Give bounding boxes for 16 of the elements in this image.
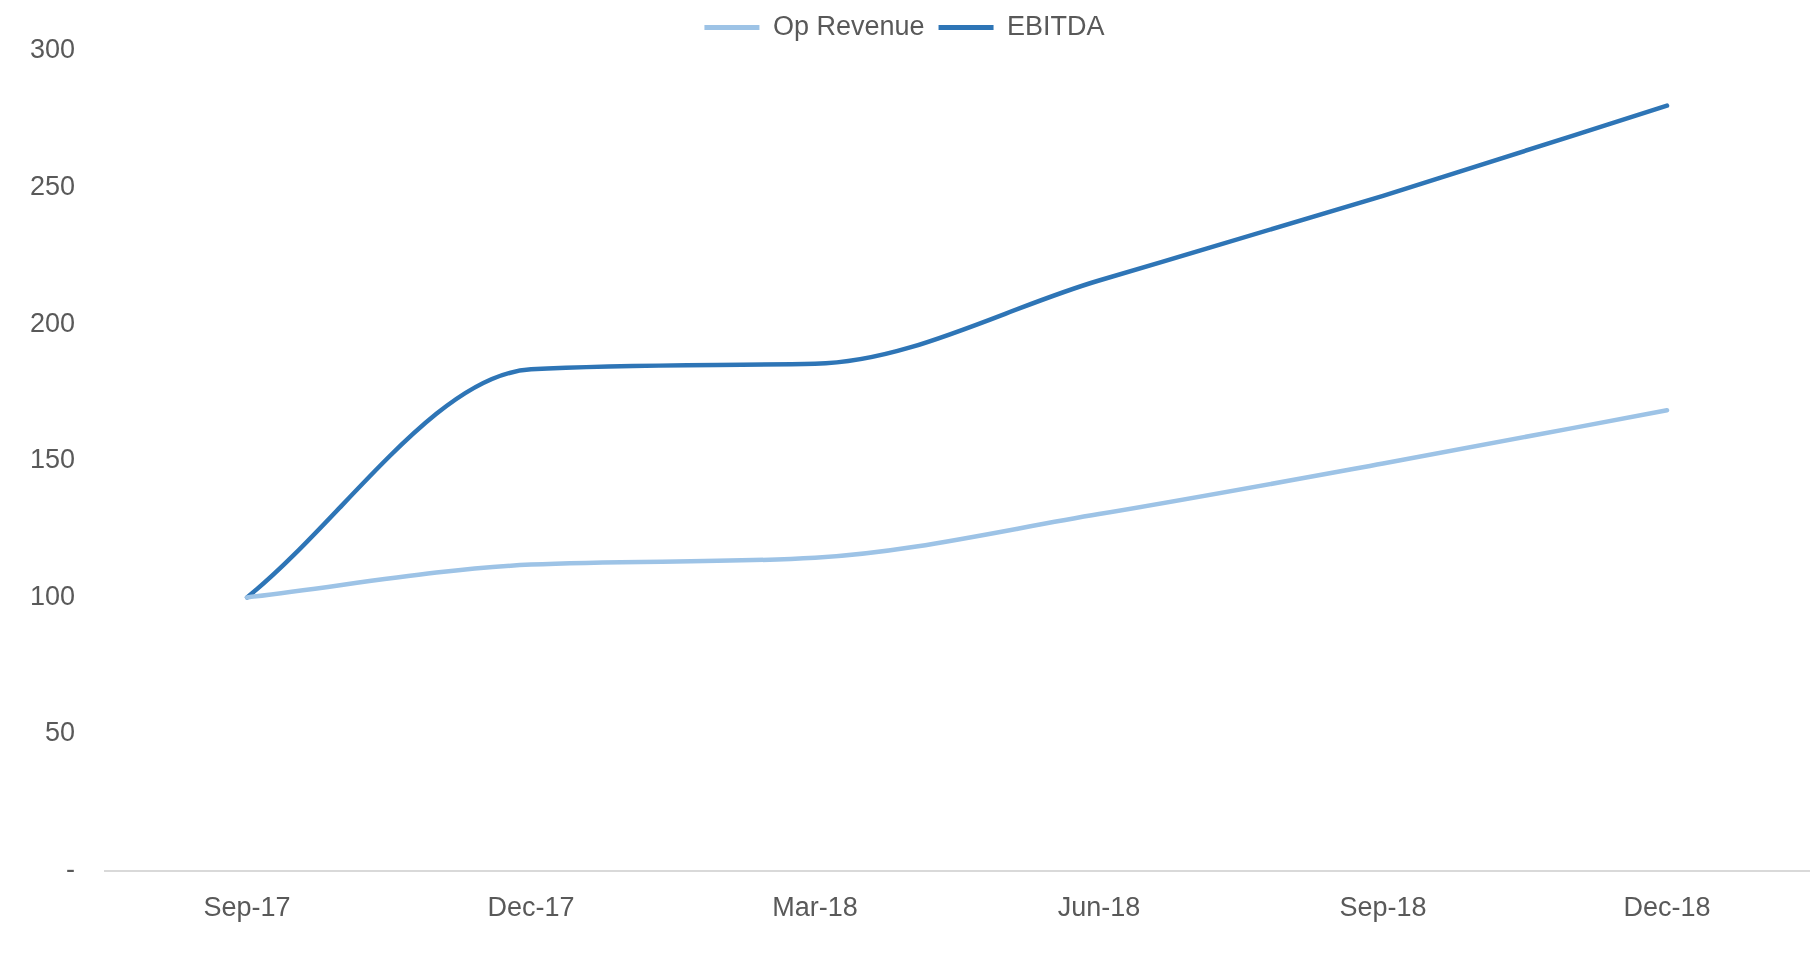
line-series [244,408,1670,600]
y-tick-label: 200 [29,307,76,338]
legend-label: EBITDA [1007,10,1105,41]
y-tick-label: 50 [45,717,76,748]
x-tick-label: Sep-17 [203,892,291,923]
x-tick-label: Mar-18 [772,892,858,923]
y-tick-label: 300 [29,34,76,65]
x-tick-label: Sep-18 [1339,892,1427,923]
y-tick-label: 100 [29,580,76,611]
x-tick-label: Dec-18 [1623,892,1711,923]
y-tick-label: 250 [29,171,76,202]
legend-label: Op Revenue [772,10,925,41]
x-tick-label: Dec-17 [487,892,575,923]
x-tick-label: Jun-18 [1057,892,1141,923]
y-tick-label: 150 [29,444,76,475]
y-tick-label: - [66,854,76,885]
